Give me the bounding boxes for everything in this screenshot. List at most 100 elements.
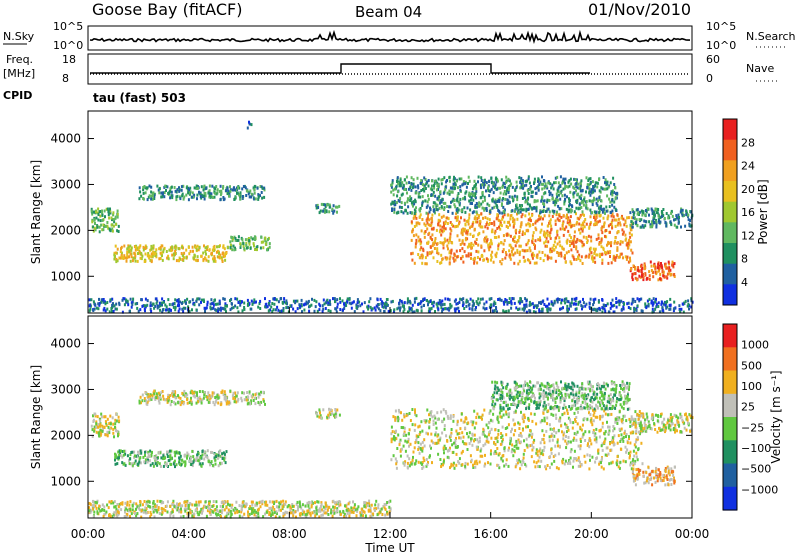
power-cell (497, 244, 500, 248)
power-cell (660, 264, 663, 268)
power-cell (573, 257, 576, 261)
power-cell (613, 183, 616, 186)
power-cell (137, 246, 140, 250)
power-cell (577, 255, 579, 259)
power-cell (546, 233, 549, 237)
power-cell (390, 202, 393, 206)
power-cell (526, 249, 529, 253)
power-cell (423, 298, 426, 301)
power-cell (546, 297, 549, 301)
power-cell (534, 226, 537, 230)
power-cell (577, 302, 580, 306)
power-cell (425, 299, 428, 303)
power-cell (573, 302, 576, 306)
power-cell (480, 212, 483, 216)
power-cell (525, 207, 528, 211)
power-cell (516, 195, 519, 199)
power-cell (462, 301, 465, 305)
velocity-cell (525, 464, 528, 468)
power-cell (212, 246, 215, 249)
power-cell (116, 229, 119, 233)
power-cell (258, 302, 261, 305)
power-cell (492, 309, 495, 313)
power-cell (502, 181, 505, 185)
power-cell (197, 186, 199, 190)
power-cell (562, 227, 564, 231)
power-cell (548, 220, 551, 224)
velocity-cell (507, 448, 510, 452)
velocity-cell (223, 458, 226, 462)
power-cell (229, 240, 232, 244)
power-cell (250, 299, 253, 303)
power-cell (475, 238, 478, 241)
power-cell (601, 258, 604, 262)
power-cell (282, 307, 285, 310)
power-cell (475, 306, 477, 309)
power-cell (441, 257, 444, 261)
velocity-cell (479, 454, 482, 458)
power-cell (617, 230, 620, 234)
power-cell (444, 307, 447, 311)
power-cell (518, 301, 521, 305)
power-cell (391, 207, 393, 211)
power-cell (625, 224, 628, 228)
velocity-cell (525, 425, 527, 429)
power-cell (446, 222, 449, 225)
power-cell (136, 306, 139, 310)
power-cell (333, 209, 336, 213)
power-cell (410, 308, 413, 312)
power-cell (467, 229, 469, 233)
velocity-cell (594, 415, 597, 419)
velocity-cell (604, 437, 607, 441)
power-cell (202, 298, 205, 302)
power-cell (529, 261, 532, 265)
power-cell (229, 185, 231, 189)
power-cell (563, 297, 566, 301)
power-cell (248, 239, 251, 243)
velocity-cell (129, 457, 132, 461)
velocity-cell (625, 450, 628, 454)
power-cell (104, 224, 107, 228)
power-cell (512, 237, 515, 241)
power-cell (539, 217, 542, 221)
power-cell (608, 310, 611, 314)
power-colorbar-tick: 24 (741, 160, 755, 173)
power-cell (553, 248, 556, 252)
power-cell (619, 223, 622, 227)
velocity-cell (548, 435, 551, 439)
power-cell (478, 204, 481, 208)
power-cell (399, 178, 402, 182)
velocity-cell (580, 428, 583, 432)
power-cell (276, 305, 279, 309)
freq-tick-bottom: 8 (62, 72, 69, 85)
power-cell (239, 242, 242, 246)
power-cell (670, 210, 673, 214)
power-cell (622, 307, 625, 311)
power-cell (446, 256, 449, 260)
power-cell (531, 241, 534, 245)
power-cell (664, 221, 667, 225)
power-cell (518, 204, 521, 207)
power-cell (585, 176, 588, 180)
power-cell (191, 298, 194, 302)
power-cell (223, 247, 226, 251)
velocity-cell (412, 455, 414, 459)
velocity-cell (149, 393, 152, 397)
power-cell (385, 303, 388, 306)
power-cell (401, 192, 404, 196)
power-cell (573, 223, 576, 227)
power-cell (476, 256, 479, 259)
velocity-cell (487, 433, 490, 437)
velocity-cell (203, 450, 206, 454)
power-cell (123, 254, 126, 258)
power-cell (390, 185, 393, 189)
power-cell (165, 250, 168, 253)
power-cell (115, 260, 118, 264)
velocity-cell (201, 453, 204, 457)
power-cell (438, 230, 441, 234)
power-cell (414, 198, 417, 202)
power-cell (334, 300, 336, 304)
power-cell (409, 186, 412, 190)
power-cell (496, 179, 499, 183)
velocity-cell (539, 420, 542, 424)
